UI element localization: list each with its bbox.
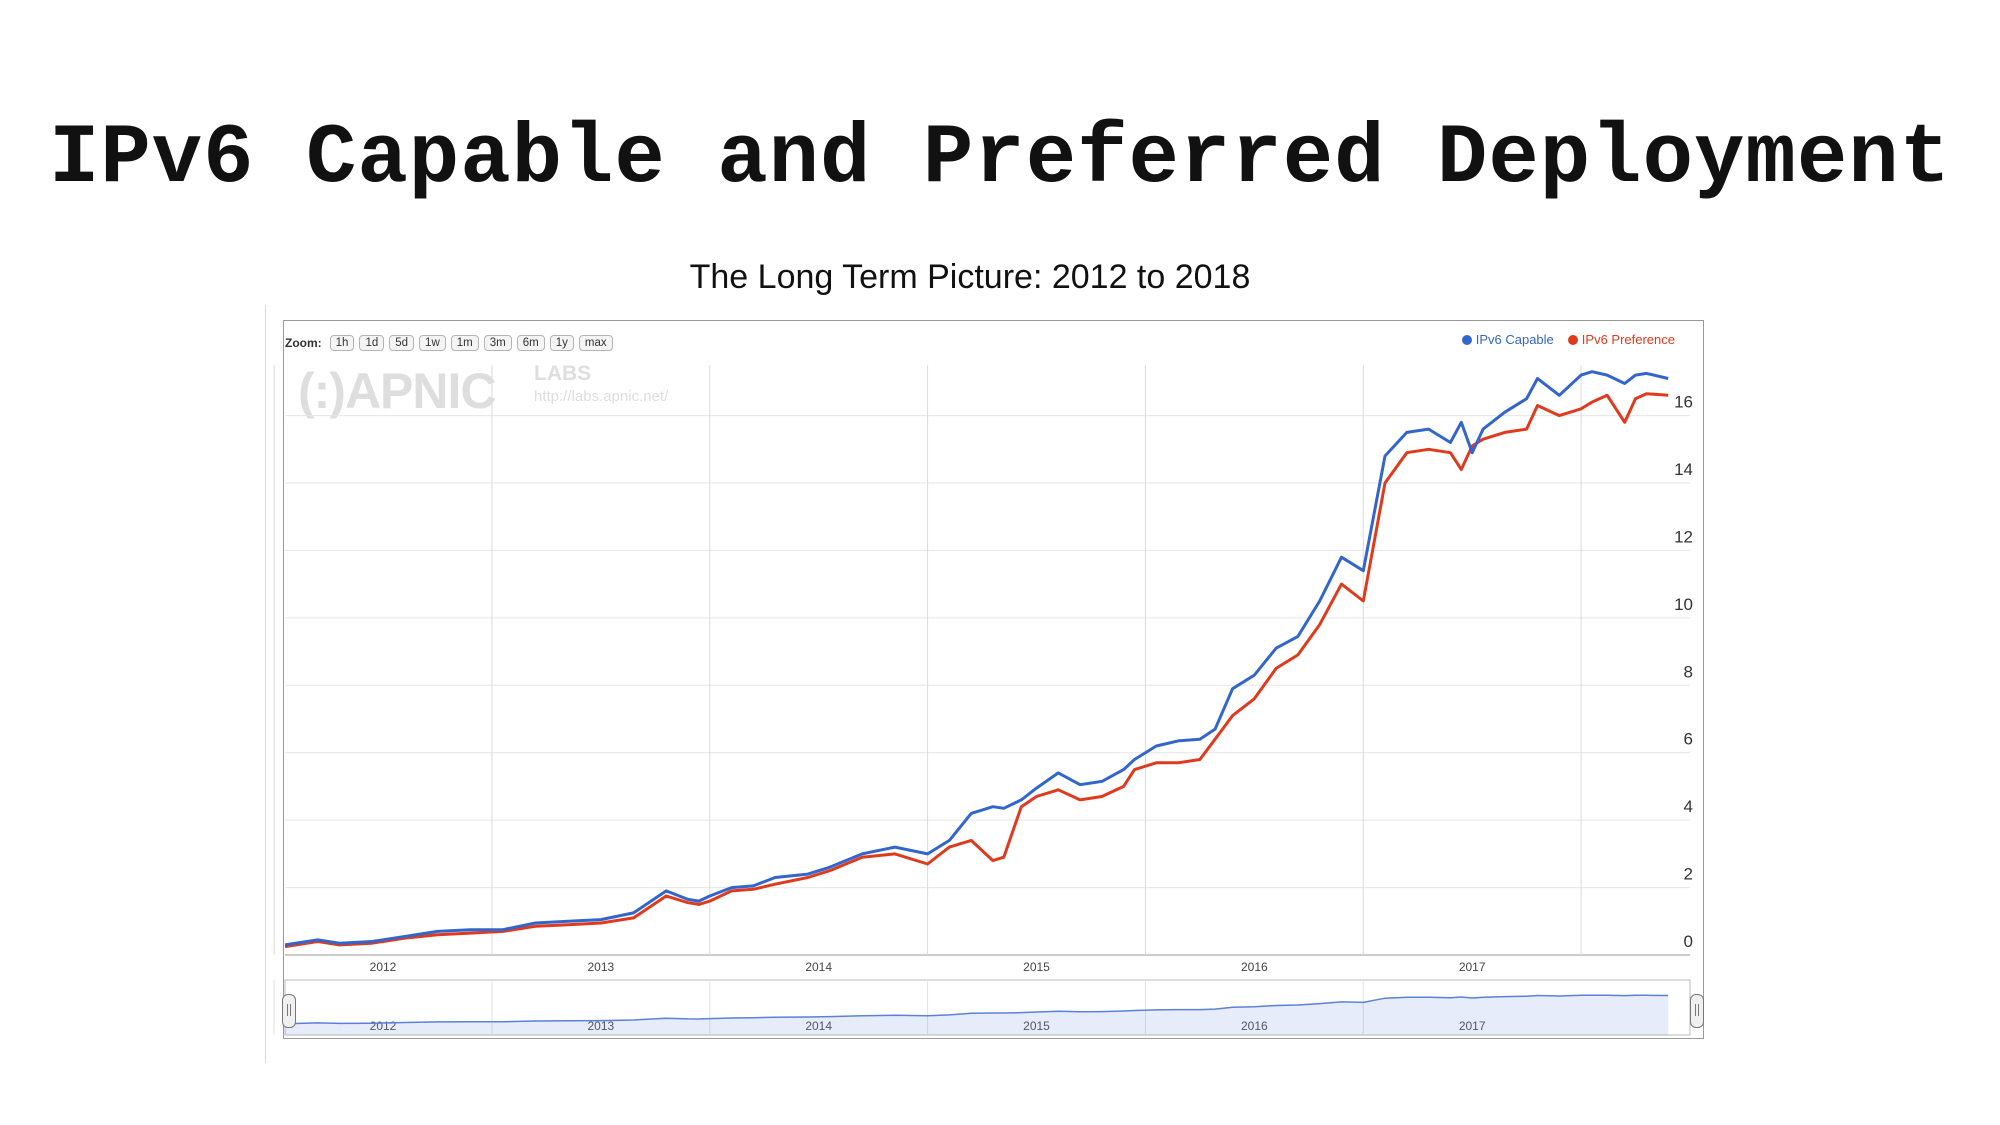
zoom-button-3m[interactable]: 3m bbox=[483, 335, 512, 351]
legend-item-ipv6-preference[interactable]: IPv6 Preference bbox=[1567, 332, 1675, 347]
navigator-tick-label: 2015 bbox=[1023, 1019, 1050, 1033]
zoom-button-1y[interactable]: 1y bbox=[549, 335, 574, 351]
y-tick-label: 4 bbox=[1684, 797, 1693, 816]
x-tick-label: 2014 bbox=[805, 960, 832, 974]
chart-legend: IPv6 Capable IPv6 Preference bbox=[1461, 332, 1675, 347]
navigator-area bbox=[285, 995, 1669, 1035]
navigator-left-handle[interactable] bbox=[282, 994, 296, 1028]
chart-container bbox=[265, 305, 1706, 1063]
apnic-labs-watermark: (:)APNIC LABS http://labs.apnic.net/ bbox=[298, 362, 668, 420]
slide-subtitle: The Long Term Picture: 2012 to 2018 bbox=[689, 258, 1251, 296]
zoom-button-max[interactable]: max bbox=[578, 335, 613, 351]
legend-label-ipv6-preference: IPv6 Preference bbox=[1581, 332, 1675, 347]
x-tick-label: 2016 bbox=[1241, 960, 1268, 974]
zoom-toolbar: Zoom: 1h 1d 5d 1w 1m 3m 6m 1y max bbox=[285, 332, 613, 354]
navigator-line bbox=[284, 994, 1669, 1025]
zoom-button-1h[interactable]: 1h bbox=[329, 335, 355, 351]
watermark-logo: (:)APNIC bbox=[298, 363, 497, 419]
x-tick-label: 2013 bbox=[588, 960, 615, 974]
y-tick-label: 16 bbox=[1674, 393, 1693, 412]
zoom-button-5d[interactable]: 5d bbox=[389, 335, 415, 351]
zoom-button-1d[interactable]: 1d bbox=[359, 335, 385, 351]
y-tick-label: 6 bbox=[1684, 730, 1693, 749]
y-tick-label: 14 bbox=[1674, 460, 1693, 479]
zoom-button-1w[interactable]: 1w bbox=[419, 335, 446, 351]
zoom-button-6m[interactable]: 6m bbox=[516, 335, 545, 351]
y-tick-label: 10 bbox=[1674, 595, 1693, 614]
slide-title: IPv6 Capable and Preferred Deployment bbox=[48, 112, 1952, 207]
y-tick-label: 8 bbox=[1684, 662, 1693, 681]
navigator-panel bbox=[284, 979, 1691, 1036]
legend-marker-ipv6-preference bbox=[1567, 334, 1578, 345]
navigator-tick-label: 2014 bbox=[805, 1019, 832, 1033]
series-line-ipv6-capable bbox=[284, 370, 1669, 947]
zoom-label: Zoom: bbox=[285, 336, 322, 350]
navigator-tick-label: 2013 bbox=[588, 1019, 615, 1033]
watermark-url: http://labs.apnic.net/ bbox=[534, 388, 669, 405]
y-tick-label: 0 bbox=[1684, 932, 1693, 951]
watermark-labs: LABS bbox=[534, 362, 592, 385]
navigator-right-handle[interactable] bbox=[1690, 994, 1704, 1028]
navigator-tick-label: 2016 bbox=[1241, 1019, 1268, 1033]
zoom-button-1m[interactable]: 1m bbox=[450, 335, 479, 351]
y-tick-label: 2 bbox=[1684, 865, 1693, 884]
x-tick-label: 2015 bbox=[1023, 960, 1050, 974]
x-tick-label: 2017 bbox=[1459, 960, 1486, 974]
legend-marker-ipv6-capable bbox=[1461, 334, 1472, 345]
y-tick-label: 12 bbox=[1674, 527, 1693, 546]
legend-label-ipv6-capable: IPv6 Capable bbox=[1475, 332, 1554, 347]
legend-item-ipv6-capable[interactable]: IPv6 Capable bbox=[1461, 332, 1554, 347]
x-tick-label: 2012 bbox=[370, 960, 397, 974]
navigator-tick-label: 2017 bbox=[1459, 1019, 1486, 1033]
series-line-ipv6-preference bbox=[284, 392, 1669, 949]
